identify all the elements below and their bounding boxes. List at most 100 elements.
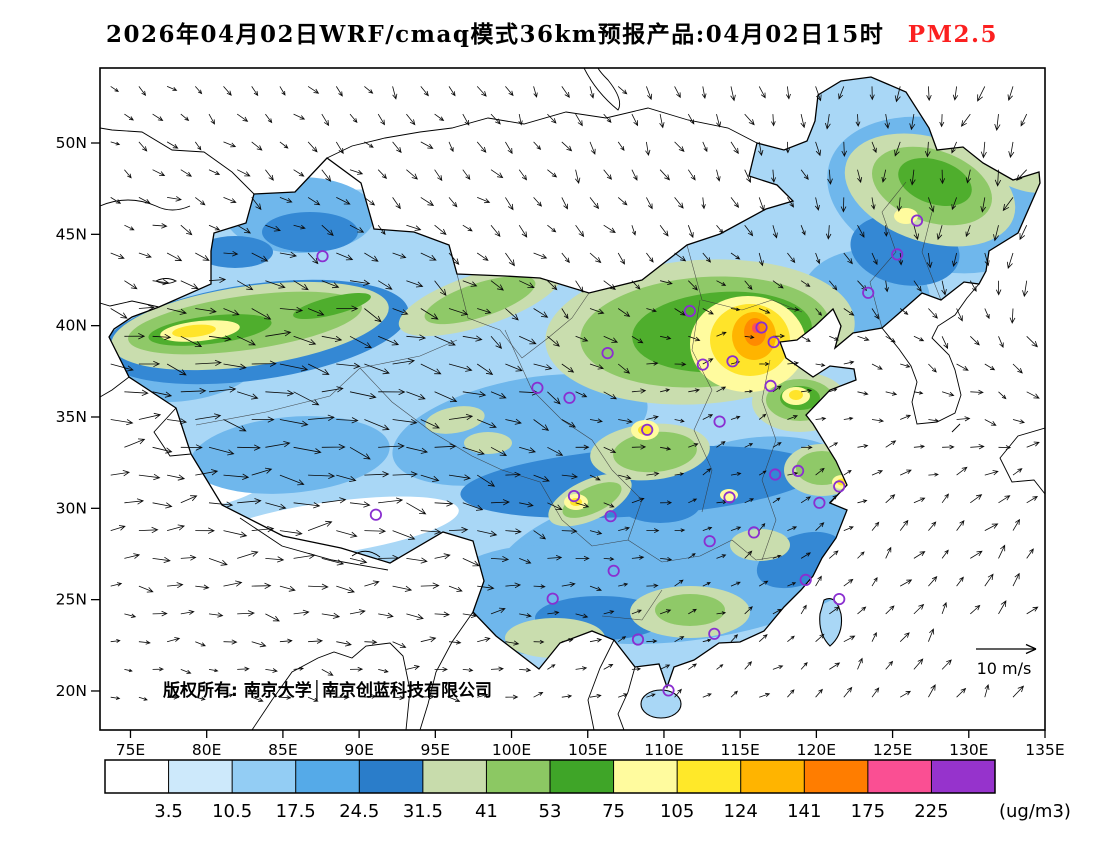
wind-arrow <box>843 252 853 265</box>
colorbar-unit: (ug/m3) <box>999 801 1071 822</box>
wind-arrow <box>420 141 434 149</box>
wind-arrow <box>787 526 798 531</box>
wind-arrow <box>110 197 122 204</box>
wind-arrow <box>251 197 262 211</box>
wind-arrow <box>462 446 485 456</box>
wind-arrow <box>477 308 492 314</box>
wind-arrow <box>265 556 285 563</box>
wind-arrow <box>420 474 440 482</box>
wind-arrow <box>815 467 825 476</box>
wind-arrow <box>307 141 318 153</box>
wind-arrow <box>124 333 146 340</box>
wind-arrow <box>871 687 880 698</box>
wind-arrow <box>462 224 473 232</box>
wind-arrow <box>1026 496 1038 504</box>
wind-arrow <box>815 252 821 265</box>
colorbar-segment <box>486 760 551 793</box>
wind-arrow <box>124 389 149 396</box>
wind-arrow <box>349 609 366 615</box>
wind-arrow <box>349 446 371 460</box>
wind-arrow <box>462 558 480 567</box>
wind-arrow <box>687 113 695 125</box>
wind-arrow <box>603 169 612 180</box>
wind-arrow <box>505 418 522 425</box>
wind-arrow <box>603 224 616 234</box>
wind-arrow <box>942 444 955 450</box>
wind-arrow <box>110 363 134 372</box>
wind-arrow <box>646 197 653 210</box>
wind-arrow <box>251 308 272 320</box>
wind-arrow <box>828 280 838 291</box>
wind-arrow <box>730 86 736 102</box>
wind-arrow <box>984 573 994 587</box>
wind-arrow <box>984 523 999 531</box>
wind-arrow <box>195 197 206 206</box>
wind-arrow <box>279 529 303 536</box>
wind-arrow <box>980 197 987 213</box>
wind-arrow <box>631 497 645 504</box>
wind-arrow <box>730 472 742 476</box>
wind-arrow <box>434 391 458 403</box>
wind-arrow <box>631 113 639 127</box>
contour-region <box>655 594 725 626</box>
wind-arrow <box>646 471 660 477</box>
wind-arrow <box>928 472 939 477</box>
wind-arrow <box>364 419 390 431</box>
wind-arrow <box>928 418 940 423</box>
wind-arrow <box>336 197 351 205</box>
wind-arrow <box>561 694 573 699</box>
wind-arrow <box>885 546 892 559</box>
wind-arrow <box>462 668 474 673</box>
lon-tick-label: 100E <box>492 741 531 759</box>
wind-arrow <box>279 86 286 96</box>
wind-arrow <box>406 665 421 671</box>
wind-vector-layer <box>110 86 1040 702</box>
wind-arrow <box>960 113 971 127</box>
wind-arrow <box>855 114 861 127</box>
wind-arrow <box>970 336 980 346</box>
wind-arrow <box>1012 572 1020 587</box>
wind-arrow <box>758 470 767 476</box>
wind-arrow <box>167 308 188 315</box>
wind-arrow <box>575 224 585 238</box>
wind-arrow <box>659 224 669 237</box>
wind-arrow <box>434 169 443 182</box>
lon-tick-label: 80E <box>192 741 222 759</box>
wind-arrow <box>993 225 1000 242</box>
wind-arrow <box>744 113 755 126</box>
wind-arrow <box>321 443 346 451</box>
wind-arrow <box>124 438 146 448</box>
wind-arrow <box>688 553 696 559</box>
wind-arrow <box>1016 169 1027 181</box>
wind-arrow <box>884 114 890 130</box>
wind-arrow <box>674 141 685 152</box>
province-boundary <box>601 589 663 621</box>
wind-arrow <box>994 114 1001 132</box>
wind-arrow <box>801 445 813 450</box>
plot-frame <box>99 67 1046 731</box>
wind-arrow <box>589 363 604 370</box>
wind-arrow <box>237 498 262 505</box>
wind-arrow <box>195 584 210 590</box>
wind-arrow <box>279 197 293 203</box>
wind-arrow <box>420 528 442 535</box>
wind-arrow <box>744 498 755 504</box>
wind-arrow <box>349 666 364 672</box>
wind-arrow <box>392 418 418 426</box>
wind-arrow <box>871 521 880 531</box>
wind-arrow <box>124 224 135 231</box>
city-marker <box>607 564 620 577</box>
wind-arrow <box>208 335 232 342</box>
city-marker <box>662 684 675 697</box>
wind-arrow <box>223 363 247 370</box>
city-marker <box>567 489 581 503</box>
wind-arrow <box>321 558 345 566</box>
wind-arrow <box>180 387 207 395</box>
wind-arrow <box>984 363 996 371</box>
wind-arrow <box>533 86 538 98</box>
wind-arrow <box>687 225 694 239</box>
wind-arrow <box>646 252 654 263</box>
wind-arrow <box>236 224 252 234</box>
wind-arrow <box>827 169 833 185</box>
wind-arrow <box>800 225 806 236</box>
